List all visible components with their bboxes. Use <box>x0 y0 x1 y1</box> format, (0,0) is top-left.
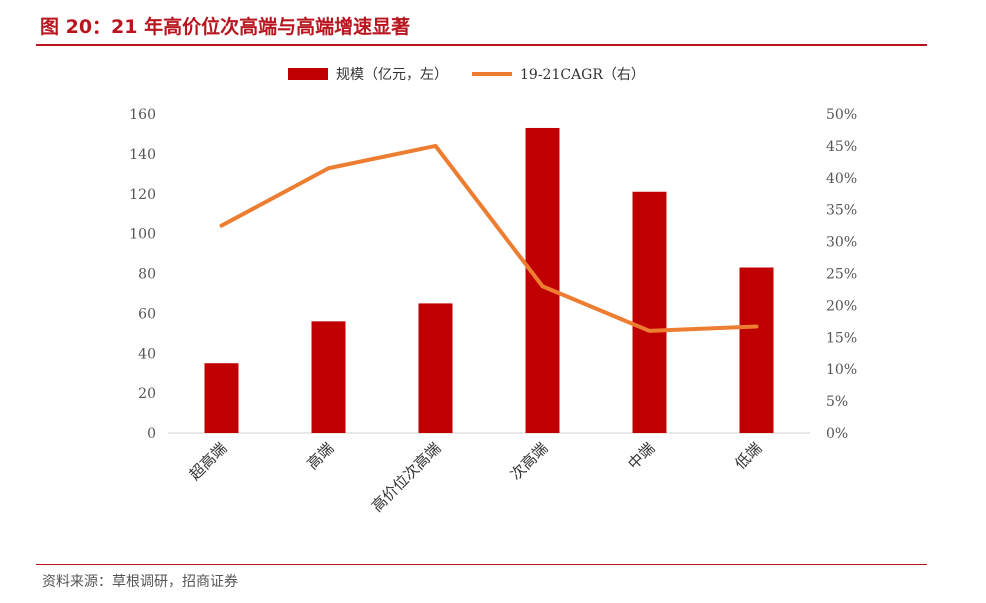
y-left-tick-label: 40 <box>138 346 156 362</box>
bar <box>418 303 453 433</box>
footer-rule <box>36 564 927 565</box>
bar <box>311 321 346 433</box>
y-right-tick-label: 0% <box>826 426 848 442</box>
y-left-tick-label: 0 <box>147 426 156 442</box>
x-tick-label: 次高端 <box>507 439 552 484</box>
y-right-tick-label: 20% <box>826 298 857 314</box>
y-right-tick-label: 5% <box>826 394 848 410</box>
x-tick-label: 低端 <box>731 439 765 473</box>
y-left-tick-label: 160 <box>129 107 156 123</box>
y-right-tick-label: 25% <box>826 267 857 283</box>
y-left-tick-label: 20 <box>138 386 156 402</box>
y-left-tick-label: 100 <box>129 227 156 243</box>
bar <box>204 363 239 433</box>
cagr-line <box>219 143 759 333</box>
legend-label-line: 19-21CAGR（右） <box>520 67 645 83</box>
y-left-tick-label: 60 <box>138 306 156 322</box>
x-tick-label: 中端 <box>624 439 658 473</box>
y-right-tick-label: 45% <box>826 139 857 155</box>
y-left-tick-label: 120 <box>129 187 156 203</box>
y-right-tick-label: 40% <box>826 171 857 187</box>
source-note: 资料来源：草根调研，招商证券 <box>42 574 238 590</box>
figure-title: 图 20：21 年高价位次高端与高端增速显著 <box>40 16 411 38</box>
chart-plot: 0 20 40 60 80 100 120 140 160 0% 5% 10% 15% 20% 25% 30%… <box>129 107 857 515</box>
y-right-tick-label: 50% <box>826 107 857 123</box>
legend-swatch-bar <box>288 68 328 80</box>
bar <box>632 191 667 433</box>
legend-label-bar: 规模（亿元，左） <box>336 67 448 83</box>
x-tick-label: 高价位次高端 <box>368 439 444 515</box>
chart-legend: 规模（亿元，左） 19-21CAGR（右） <box>288 64 645 84</box>
title-rule <box>36 44 927 46</box>
y-right-tick-label: 30% <box>826 235 857 251</box>
y-right-tick-label: 15% <box>826 330 857 346</box>
y-right-tick-label: 10% <box>826 362 857 378</box>
bar <box>525 127 560 434</box>
bar <box>739 267 774 433</box>
y-right-tick-label: 35% <box>826 203 857 219</box>
x-tick-label: 超高端 <box>186 439 231 484</box>
y-left-tick-label: 80 <box>138 267 156 283</box>
y-left-tick-label: 140 <box>129 147 156 163</box>
x-tick-label: 高端 <box>303 439 337 473</box>
legend-swatch-line <box>472 72 512 76</box>
